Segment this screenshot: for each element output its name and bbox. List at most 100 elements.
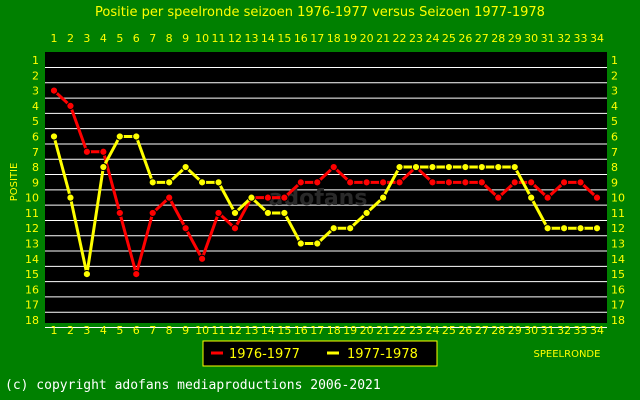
- y-tick-left-17: 17: [25, 299, 39, 312]
- series-2-point-14: [263, 208, 273, 218]
- y-tick-right-12: 12: [611, 222, 625, 235]
- x-tick-top-5: 5: [116, 32, 123, 45]
- y-tick-right-6: 6: [611, 130, 618, 143]
- y-tick-right-17: 17: [611, 299, 625, 312]
- x-tick-top-14: 14: [261, 32, 275, 45]
- x-axis-label: SPEELRONDE: [534, 349, 601, 360]
- x-tick-bottom-9: 9: [182, 324, 189, 337]
- series-1-point-11: [214, 208, 223, 218]
- y-tick-right-15: 15: [611, 268, 625, 281]
- series-2-point-8: [165, 178, 174, 187]
- series-1-point-24: [428, 178, 437, 187]
- series-2-point-2: [66, 193, 75, 202]
- x-tick-bottom-12: 12: [228, 324, 242, 337]
- y-tick-left-5: 5: [32, 115, 39, 128]
- x-tick-top-32: 32: [557, 32, 571, 45]
- series-2-point-30: [527, 193, 536, 202]
- x-tick-bottom-18: 18: [327, 324, 341, 337]
- y-tick-right-8: 8: [611, 161, 618, 174]
- series-1-point-2: [66, 101, 75, 110]
- x-tick-bottom-25: 25: [442, 324, 456, 337]
- series-2-point-29: [510, 162, 519, 172]
- grid-lines: [45, 67, 607, 328]
- series-2-line: [52, 134, 597, 276]
- x-tick-top-20: 20: [360, 32, 374, 45]
- x-tick-bottom-3: 3: [83, 324, 90, 337]
- x-tick-bottom-23: 23: [409, 324, 423, 337]
- x-tick-top-8: 8: [166, 32, 173, 45]
- y-tick-left-10: 10: [25, 192, 39, 205]
- x-tick-top-23: 23: [409, 32, 423, 45]
- legend-label-series-2: 1977-1978: [347, 347, 418, 362]
- series-2-point-24: [428, 162, 437, 172]
- series-2-point-17: [313, 239, 322, 248]
- x-tick-top-18: 18: [327, 32, 341, 45]
- series-2-point-12: [230, 208, 240, 218]
- series-2-point-34: [592, 224, 602, 233]
- x-tick-bottom-26: 26: [458, 324, 472, 337]
- series-1-point-7: [148, 208, 157, 218]
- y-tick-right-11: 11: [611, 207, 625, 220]
- series-1-point-1: [49, 86, 59, 95]
- x-tick-bottom-1: 1: [51, 324, 58, 337]
- series-2-point-10: [197, 178, 207, 187]
- series-1-point-21: [378, 178, 388, 187]
- series-1-point-14: [263, 193, 273, 202]
- plot-area: [45, 52, 607, 323]
- x-tick-top-22: 22: [393, 32, 407, 45]
- x-tick-bottom-28: 28: [491, 324, 505, 337]
- y-tick-right-9: 9: [611, 176, 618, 189]
- y-tick-left-15: 15: [25, 268, 39, 281]
- series-2-point-5: [115, 132, 124, 141]
- series-2-point-6: [132, 132, 141, 141]
- y-tick-right-5: 5: [611, 115, 618, 128]
- series-1-point-10: [197, 254, 207, 263]
- y-tick-left-1: 1: [32, 54, 39, 67]
- series-2-point-21: [378, 193, 388, 202]
- series-2-point-15: [280, 208, 289, 218]
- x-tick-top-28: 28: [491, 32, 505, 45]
- x-tick-bottom-24: 24: [425, 324, 439, 337]
- x-tick-bottom-2: 2: [67, 324, 74, 337]
- x-tick-bottom-14: 14: [261, 324, 275, 337]
- x-tick-bottom-22: 22: [393, 324, 407, 337]
- copyright-text: (c) copyright adofans mediaproductions 2…: [5, 378, 381, 393]
- y-tick-left-3: 3: [32, 85, 39, 98]
- x-tick-bottom-10: 10: [195, 324, 209, 337]
- series-2-point-33: [576, 224, 585, 233]
- y-tick-right-1: 1: [611, 54, 618, 67]
- y-tick-right-7: 7: [611, 146, 618, 159]
- legend: 1976-1977 1977-1978: [202, 340, 438, 367]
- series-2-point-26: [461, 162, 470, 172]
- x-tick-bottom-16: 16: [294, 324, 308, 337]
- series-1-line: [52, 89, 599, 276]
- x-tick-top-13: 13: [244, 32, 258, 45]
- series-2-point-22: [395, 162, 404, 172]
- x-tick-top-10: 10: [195, 32, 209, 45]
- y-tick-right-2: 2: [611, 69, 618, 82]
- series-1-point-25: [444, 178, 454, 187]
- y-tick-right-10: 10: [611, 192, 625, 205]
- x-tick-bottom-34: 34: [590, 324, 604, 337]
- y-tick-left-9: 9: [32, 176, 39, 189]
- y-axis-label: POSITIE: [9, 163, 20, 202]
- series-2-point-4: [99, 162, 108, 172]
- series-2-point-11: [214, 178, 223, 187]
- x-tick-top-9: 9: [182, 32, 189, 45]
- y-tick-left-2: 2: [32, 69, 39, 82]
- y-tick-left-6: 6: [32, 130, 39, 143]
- x-tick-top-1: 1: [51, 32, 58, 45]
- series-1-point-17: [313, 178, 322, 187]
- series-1-point-9: [181, 224, 190, 233]
- series-2-point-7: [148, 178, 157, 187]
- x-tick-top-6: 6: [133, 32, 140, 45]
- y-tick-left-13: 13: [25, 238, 39, 251]
- legend-label-series-1: 1976-1977: [229, 347, 300, 362]
- x-tick-bottom-33: 33: [574, 324, 588, 337]
- x-tick-bottom-17: 17: [310, 324, 324, 337]
- x-tick-top-2: 2: [67, 32, 74, 45]
- x-tick-top-4: 4: [100, 32, 107, 45]
- y-tick-right-4: 4: [611, 100, 618, 113]
- x-tick-bottom-7: 7: [149, 324, 156, 337]
- x-tick-top-17: 17: [310, 32, 324, 45]
